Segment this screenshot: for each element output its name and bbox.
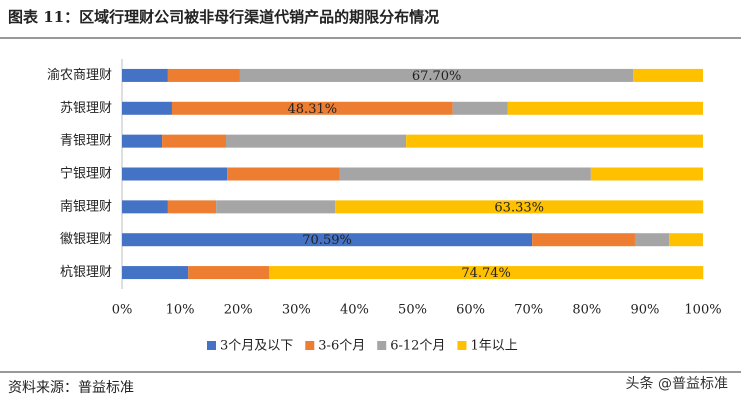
- legend-label: 1年以上: [470, 339, 517, 354]
- bar-segment: [122, 68, 168, 82]
- bar-segment: [216, 200, 336, 214]
- bar-segment: [167, 68, 240, 82]
- y-tick-label: 青银理财: [60, 134, 112, 149]
- data-label: 67.70%: [412, 69, 462, 84]
- bar-segment: [171, 101, 453, 115]
- bar-segment: [590, 167, 703, 181]
- bar-segment: [167, 200, 217, 214]
- x-tick-label: 80%: [572, 303, 601, 318]
- legend-swatch: [207, 341, 216, 350]
- bar-segment: [452, 101, 508, 115]
- y-tick-label: 渝农商理财: [47, 67, 112, 83]
- bar-segment: [335, 200, 704, 214]
- bar-segment: [225, 134, 407, 148]
- x-tick-label: 10%: [166, 303, 195, 318]
- bar-segment: [122, 200, 168, 214]
- bar-segment: [507, 101, 703, 115]
- watermark: 头条 @普益标准: [626, 375, 728, 392]
- legend-label: 3-6个月: [318, 339, 365, 354]
- bar-segment: [122, 101, 172, 115]
- bar-segment: [188, 266, 269, 280]
- x-tick-label: 60%: [456, 303, 485, 318]
- x-tick-label: 90%: [630, 303, 659, 318]
- bar-segment: [669, 233, 703, 247]
- bar-segment: [227, 167, 340, 181]
- source: 资料来源：普益标准: [8, 380, 134, 396]
- legend-label: 3个月及以下: [220, 339, 293, 354]
- x-tick-label: 100%: [684, 303, 721, 318]
- y-tick-label: 苏银理财: [60, 100, 112, 116]
- y-tick-label: 杭银理财: [60, 265, 112, 280]
- x-tick-label: 20%: [224, 303, 253, 318]
- bar-segment: [339, 167, 591, 181]
- x-tick-label: 40%: [340, 303, 369, 318]
- legend-label: 6-12个月: [390, 339, 445, 354]
- data-label: 70.59%: [302, 233, 352, 248]
- x-tick-label: 50%: [398, 303, 427, 318]
- legend-swatch: [457, 341, 467, 350]
- x-tick-label: 0%: [112, 303, 133, 318]
- bar-segment: [122, 167, 228, 181]
- y-tick-label: 宁银理财: [60, 166, 112, 182]
- legend-swatch: [377, 341, 387, 350]
- bar-segment: [406, 134, 703, 148]
- chart-title: 图表 11：区域行理财公司被非母行渠道代销产品的期限分布情况: [8, 8, 439, 26]
- bar-segment: [122, 233, 533, 247]
- data-label: 74.74%: [461, 266, 511, 281]
- bar-segment: [633, 68, 703, 82]
- bar-segment: [122, 134, 163, 148]
- bar-segment: [122, 266, 189, 280]
- y-tick-label: 徽银理财: [60, 232, 112, 247]
- bar-segment: [162, 134, 226, 148]
- bar-segment: [239, 68, 634, 82]
- x-tick-label: 30%: [282, 303, 311, 318]
- bar-segment: [634, 233, 670, 247]
- y-tick-label: 南银理财: [60, 198, 112, 214]
- legend-swatch: [305, 341, 315, 350]
- bar-segment: [532, 233, 635, 247]
- x-tick-label: 70%: [514, 303, 543, 318]
- data-label: 63.33%: [494, 200, 544, 215]
- bar-segment: [268, 266, 704, 280]
- data-label: 48.31%: [288, 102, 338, 117]
